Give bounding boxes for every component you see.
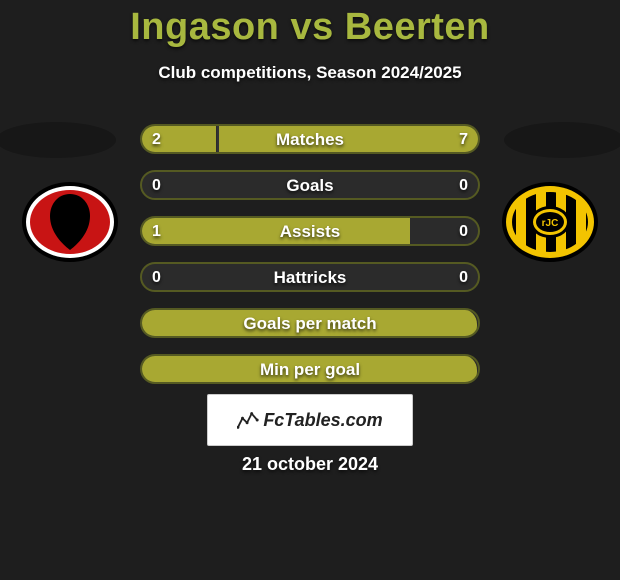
- stat-value-right: 0: [449, 218, 478, 246]
- player-right-shadow: [504, 122, 620, 158]
- stat-label: Goals: [142, 172, 478, 200]
- stat-label: Hattricks: [142, 264, 478, 292]
- stat-row-min-per-goal: Min per goal: [140, 354, 480, 384]
- stat-label: Matches: [142, 126, 478, 154]
- stat-label: Min per goal: [142, 356, 478, 384]
- date-label: 21 october 2024: [0, 454, 620, 475]
- stat-value-right: 7: [449, 126, 478, 154]
- stat-label: Goals per match: [142, 310, 478, 338]
- stat-row-assists: Assists1 0: [140, 216, 480, 246]
- stat-value-left: 0: [142, 264, 171, 292]
- svg-text:rJC: rJC: [542, 218, 559, 229]
- stats-bars: Matches27Goals00Assists10Hattricks00Goal…: [140, 124, 480, 400]
- stat-value-left: 0: [142, 172, 171, 200]
- stat-row-goals-per-match: Goals per match: [140, 308, 480, 338]
- fctables-logo-icon: [237, 410, 259, 430]
- stat-row-goals: Goals0 0: [140, 170, 480, 200]
- club-badge-left: [20, 180, 120, 264]
- stat-row-matches: Matches2 7: [140, 124, 480, 154]
- club-badge-right: rJC: [500, 180, 600, 264]
- stat-row-hattricks: Hattricks0 0: [140, 262, 480, 292]
- comparison-card: Ingason vs Beerten Club competitions, Se…: [0, 0, 620, 580]
- player-left-shadow: [0, 122, 116, 158]
- stat-value-right: 0: [449, 172, 478, 200]
- fctables-brand: FcTables.com: [207, 394, 413, 446]
- stat-label: Assists: [142, 218, 478, 246]
- roda-jc-badge-icon: rJC: [500, 180, 600, 264]
- page-title: Ingason vs Beerten: [0, 6, 620, 49]
- fctables-text: FcTables.com: [263, 410, 382, 431]
- helmond-sport-badge-icon: [20, 180, 120, 264]
- stat-value-right: 0: [449, 264, 478, 292]
- stat-value-left: 2: [142, 126, 171, 154]
- subtitle: Club competitions, Season 2024/2025: [0, 63, 620, 83]
- stat-value-left: 1: [142, 218, 171, 246]
